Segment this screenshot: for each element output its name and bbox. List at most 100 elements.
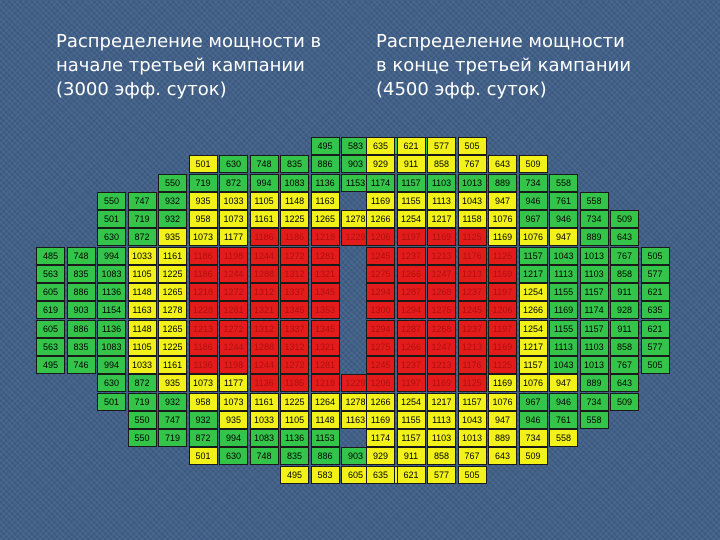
map-cell: 767 [610,356,639,374]
map-cell: 1287 [396,319,426,338]
map-cell: 1213 [188,319,218,338]
map-cell: 1125 [457,374,487,393]
map-cell: 1157 [396,429,426,447]
map-cell: 635 [366,465,395,484]
map-cell: 1176 [457,356,487,374]
map-cell: 734 [518,173,548,192]
map-cell: 1136 [97,283,126,301]
map-cell: 563 [36,337,65,356]
map-cell: 1157 [518,246,548,265]
map-cell: 858 [610,264,639,283]
map-cell: 1275 [366,337,395,356]
map-cell: 1169 [366,191,395,210]
map-cell: 495 [280,465,309,484]
map-cell: 947 [488,410,517,429]
map-cell: 1244 [249,356,279,374]
map-cell: 734 [579,392,609,411]
map-cell: 1174 [366,173,395,192]
map-cell: 558 [549,429,578,447]
map-cell: 1033 [127,356,157,374]
map-cell: 577 [427,465,456,484]
map-cell: 1337 [280,283,309,301]
map-cell: 1136 [280,429,309,447]
map-cell: 1275 [427,301,456,320]
map-cell: 1237 [396,246,426,265]
map-cell: 858 [427,447,456,466]
map-cell: 1136 [188,356,218,374]
map-cell: 1225 [158,264,187,283]
map-cell: 1229 [341,228,370,247]
map-cell: 1237 [457,319,487,338]
map-cell: 946 [549,392,578,411]
map-cell: 886 [310,155,340,174]
map-cell: 558 [579,191,609,210]
map-cell: 1083 [249,429,279,447]
map-cell: 1247 [427,264,456,283]
map-cell: 1158 [457,210,487,228]
map-cell: 1043 [549,246,578,265]
map-cell: 719 [158,429,187,447]
map-cell: 1013 [579,246,609,265]
map-cell: 505 [640,356,670,374]
map-cell: 911 [396,155,426,174]
map-cell: 1103 [427,173,456,192]
map-cell: 1337 [280,319,309,338]
map-cell: 1169 [488,337,517,356]
map-cell: 1136 [310,173,340,192]
map-cell: 1125 [488,246,517,265]
map-cell: 1153 [310,429,340,447]
map-cell: 1217 [427,392,456,411]
map-cell: 509 [518,447,548,466]
map-cell: 886 [66,319,96,338]
map-cell: 1266 [518,301,548,320]
map-cell: 932 [158,210,187,228]
map-cell: 501 [97,392,126,411]
map-cell: 1033 [127,246,157,265]
map-cell: 1169 [488,264,517,283]
map-cell: 1254 [518,283,548,301]
map-cell: 911 [610,283,639,301]
map-cell: 635 [640,301,670,320]
map-cell: 1213 [457,337,487,356]
map-cell: 501 [188,447,218,466]
map-cell: 1244 [219,264,248,283]
map-cell: 1161 [158,356,187,374]
map-cell: 577 [640,264,670,283]
map-cell: 1281 [219,301,248,320]
map-cell: 1245 [457,301,487,320]
map-cell: 1254 [396,392,426,411]
map-cell: 1265 [158,319,187,338]
map-cell: 1043 [457,191,487,210]
map-cell: 1155 [549,283,578,301]
map-cell: 1103 [579,264,609,283]
map-cell: 719 [127,210,157,228]
power-map-end-of-campaign: 635 621 577 505 929 911 858 767 643 509 1174 1157 11… [366,137,671,484]
map-cell: 889 [488,173,517,192]
map-cell: 1321 [310,264,340,283]
map-cell: 748 [66,246,96,265]
map-cell: 1275 [366,264,395,283]
map-cell: 1163 [310,191,340,210]
map-cell: 994 [97,246,126,265]
map-cell: 1148 [127,319,157,338]
map-cell: 1345 [280,301,309,320]
map-cell: 1113 [549,337,578,356]
map-cell: 505 [640,246,670,265]
map-cell: 643 [488,447,517,466]
map-cell: 1177 [219,228,248,247]
map-cell: 1228 [188,301,218,320]
map-cell: 643 [610,374,639,393]
map-cell: 1186 [188,337,218,356]
map-cell: 1237 [457,283,487,301]
map-cell: 935 [158,374,187,393]
map-cell: 928 [610,301,639,320]
map-cell: 935 [188,191,218,210]
map-cell: 1217 [518,337,548,356]
map-cell: 1073 [188,228,218,247]
map-cell: 1043 [457,410,487,429]
map-cell: 1254 [518,319,548,338]
map-cell: 621 [396,465,426,484]
map-cell: 1148 [127,283,157,301]
map-cell: 746 [66,356,96,374]
map-cell: 509 [518,155,548,174]
